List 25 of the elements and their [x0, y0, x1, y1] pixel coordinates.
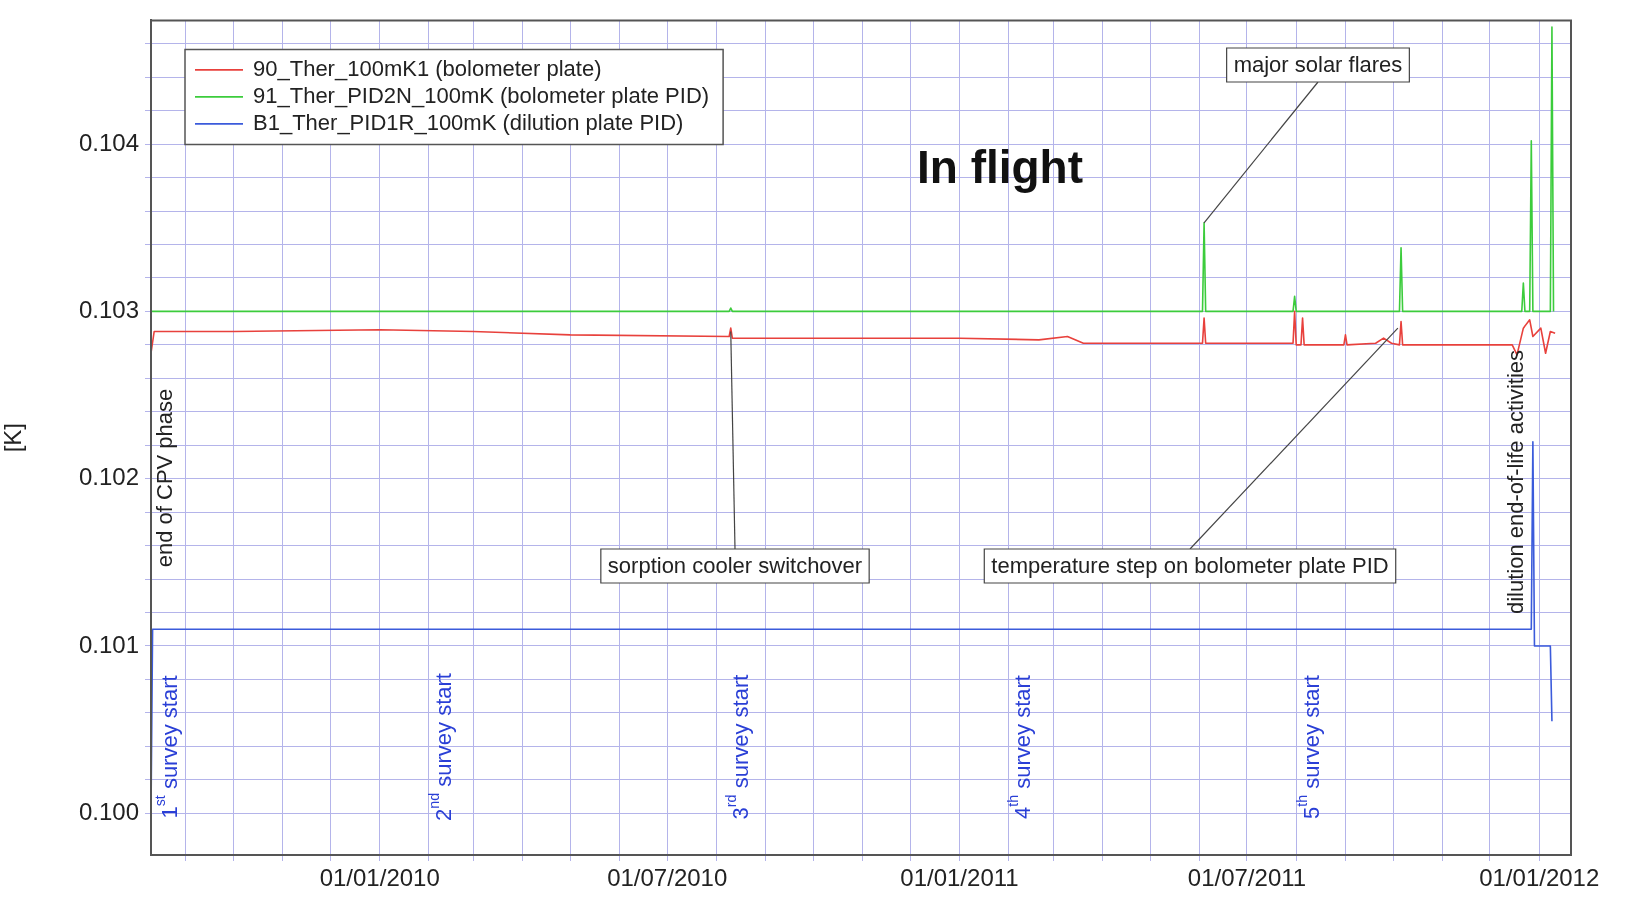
y-tick-label: 0.104	[78, 128, 139, 156]
annotation: dilution end-of-life activities	[1503, 349, 1529, 615]
y-tick-label: 0.101	[78, 630, 139, 658]
annotation: major solar flares	[1233, 52, 1403, 78]
annotation: sorption cooler switchover	[607, 553, 863, 579]
annotation: 1st survey start	[152, 675, 183, 819]
text: In flight	[916, 140, 1084, 193]
y-tick-label: 0.102	[78, 463, 139, 491]
x-tick-label: 01/07/2011	[1187, 864, 1307, 892]
y-tick-label: 0.100	[78, 797, 139, 825]
legend-label: 91_Ther_PID2N_100mK (bolometer plate PID)	[253, 82, 710, 108]
x-tick-label: 01/01/2011	[900, 864, 1019, 892]
x-tick-label: 01/07/2010	[607, 864, 728, 892]
y-axis-title: [K]	[0, 423, 27, 453]
annotation: 4th survey start	[1005, 675, 1036, 819]
y-tick-label: 0.103	[78, 296, 139, 324]
annotation: temperature step on bolometer plate PID	[991, 553, 1389, 579]
x-tick-label: 01/01/2010	[319, 864, 440, 892]
x-tick-label: 01/01/2012	[1479, 864, 1600, 892]
annotation: 5th survey start	[1294, 675, 1325, 819]
annotation: 2nd survey start	[426, 673, 457, 821]
annotation: end of CPV phase	[152, 388, 178, 568]
legend-label: 90_Ther_100mK1 (bolometer plate)	[253, 55, 602, 81]
annotation: 3rd survey start	[723, 674, 754, 820]
legend-label: B1_Ther_PID1R_100mK (dilution plate PID)	[253, 109, 684, 135]
